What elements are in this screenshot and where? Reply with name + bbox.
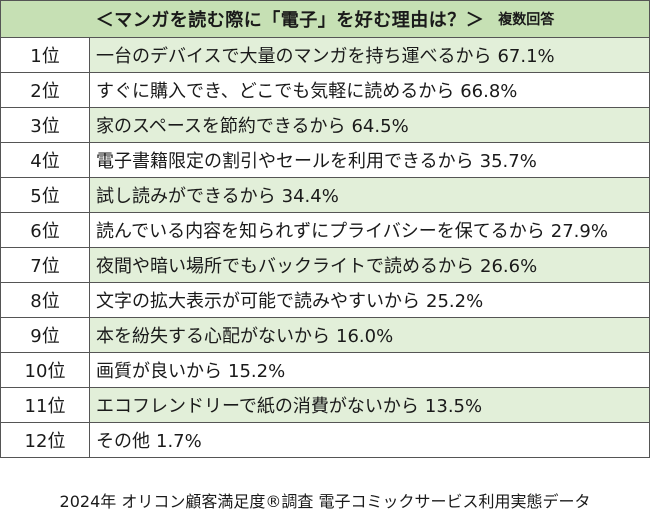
reason-text: すぐに購入でき、どこでも気軽に読めるから: [96, 81, 455, 102]
table-row: 9位 本を紛失する心配がないから 16.0%: [0, 317, 650, 353]
source-footer: 2024年 オリコン顧客満足度®調査 電子コミックサービス利用実態データ: [59, 492, 591, 511]
reason-text: 一台のデバイスで大量のマンガを持ち運べるから: [96, 46, 492, 67]
reason-percent: 26.6%: [480, 256, 538, 277]
reason-cell: その他 1.7%: [89, 422, 650, 458]
rank-cell: 12位: [0, 422, 90, 458]
reason-cell: 家のスペースを節約できるから 64.5%: [89, 107, 650, 143]
rank-cell: 11位: [0, 387, 90, 423]
reason-percent: 64.5%: [351, 116, 409, 137]
reason-text: 文字の拡大表示が可能で読みやすいから: [96, 291, 420, 312]
table-row: 11位 エコフレンドリーで紙の消費がないから 13.5%: [0, 387, 650, 423]
rank-cell: 9位: [0, 317, 90, 353]
reason-text: 家のスペースを節約できるから: [96, 116, 346, 137]
reason-percent: 27.9%: [550, 221, 608, 242]
table-row: 3位 家のスペースを節約できるから 64.5%: [0, 107, 650, 143]
title-text: ＜マンガを読む際に「電子」を好む理由は？＞: [95, 10, 485, 31]
rank-cell: 1位: [0, 37, 90, 73]
reason-text: 夜間や暗い場所でもバックライトで読めるから: [96, 256, 474, 277]
reason-percent: 15.2%: [228, 361, 286, 382]
rank-cell: 10位: [0, 352, 90, 388]
table-row: 6位 読んでいる内容を知られずにプライバシーを保てるから 27.9%: [0, 212, 650, 248]
reason-cell: 夜間や暗い場所でもバックライトで読めるから 26.6%: [89, 247, 650, 283]
table-row: 4位 電子書籍限定の割引やセールを利用できるから 35.7%: [0, 142, 650, 178]
table-row: 5位 試し読みができるから 34.4%: [0, 177, 650, 213]
rank-cell: 8位: [0, 282, 90, 318]
reason-cell: すぐに購入でき、どこでも気軽に読めるから 66.8%: [89, 72, 650, 108]
reason-text: エコフレンドリーで紙の消費がないから: [96, 396, 419, 417]
reason-percent: 16.0%: [336, 326, 394, 347]
reason-text: 本を紛失する心配がないから: [96, 326, 330, 347]
reason-cell: 文字の拡大表示が可能で読みやすいから 25.2%: [89, 282, 650, 318]
table-row: 8位 文字の拡大表示が可能で読みやすいから 25.2%: [0, 282, 650, 318]
ranking-body: 1位 一台のデバイスで大量のマンガを持ち運べるから 67.1% 2位 すぐに購入でき、ど…: [0, 37, 650, 458]
reason-percent: 66.8%: [460, 81, 518, 102]
reason-cell: 一台のデバイスで大量のマンガを持ち運べるから 67.1%: [89, 37, 650, 73]
rank-cell: 6位: [0, 212, 90, 248]
reason-cell: 画質が良いから 15.2%: [89, 352, 650, 388]
rank-cell: 4位: [0, 142, 90, 178]
reason-cell: 電子書籍限定の割引やセールを利用できるから 35.7%: [89, 142, 650, 178]
rank-cell: 2位: [0, 72, 90, 108]
reason-percent: 1.7%: [156, 431, 202, 452]
table-row: 12位 その他 1.7%: [0, 422, 650, 458]
table-row: 1位 一台のデバイスで大量のマンガを持ち運べるから 67.1%: [0, 37, 650, 73]
reason-cell: 読んでいる内容を知られずにプライバシーを保てるから 27.9%: [89, 212, 650, 248]
reason-text: 電子書籍限定の割引やセールを利用できるから: [96, 151, 474, 172]
reason-percent: 13.5%: [424, 396, 483, 417]
rank-cell: 3位: [0, 107, 90, 143]
reason-text: 画質が良いから: [96, 361, 222, 382]
reason-text: その他: [96, 431, 150, 452]
reason-text: 試し読みができるから: [96, 186, 276, 207]
reason-cell: 本を紛失する心配がないから 16.0%: [89, 317, 650, 353]
table-row: 2位 すぐに購入でき、どこでも気軽に読めるから 66.8%: [0, 72, 650, 108]
table-row: 10位 画質が良いから 15.2%: [0, 352, 650, 388]
reason-percent: 25.2%: [426, 291, 484, 312]
rank-cell: 7位: [0, 247, 90, 283]
table-row: 7位 夜間や暗い場所でもバックライトで読めるから 26.6%: [0, 247, 650, 283]
reason-text: 読んでいる内容を知られずにプライバシーを保てるから: [96, 221, 545, 242]
multiple-answer-note: 複数回答: [498, 12, 555, 28]
reason-percent: 35.7%: [479, 151, 537, 172]
reason-cell: エコフレンドリーで紙の消費がないから 13.5%: [89, 387, 650, 423]
table-title: ＜マンガを読む際に「電子」を好む理由は？＞ 複数回答: [0, 0, 650, 37]
ranking-table: 1位 一台のデバイスで大量のマンガを持ち運べるから 67.1% 2位 すぐに購入でき、ど…: [0, 37, 650, 458]
reason-percent: 34.4%: [281, 186, 339, 207]
reason-percent: 67.1%: [497, 46, 555, 67]
reason-cell: 試し読みができるから 34.4%: [89, 177, 650, 213]
rank-cell: 5位: [0, 177, 90, 213]
